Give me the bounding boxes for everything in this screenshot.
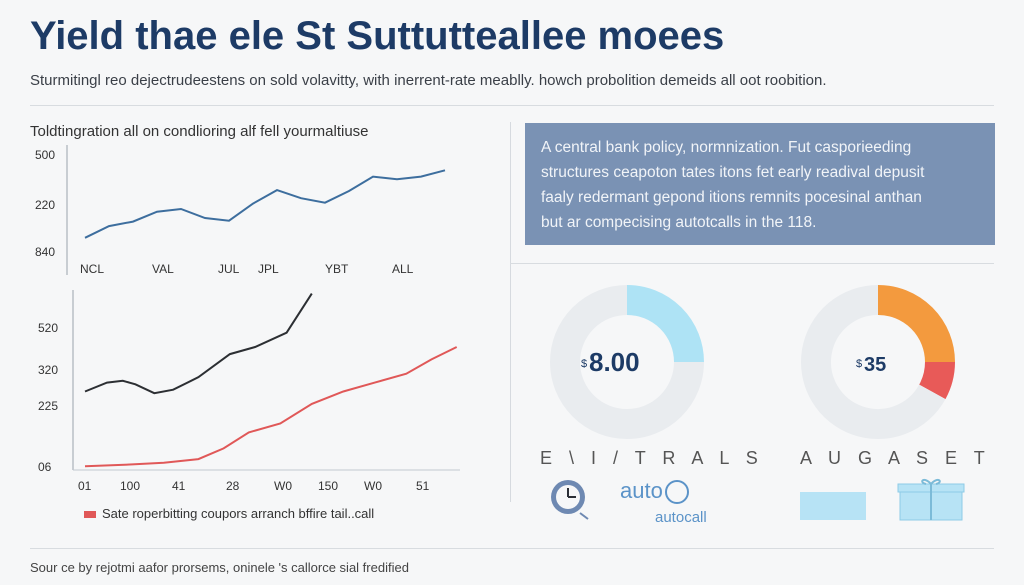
- footer-divider: [30, 548, 994, 549]
- gauge-slice-rest: [801, 285, 946, 439]
- gauge-slice-rest: [550, 285, 704, 439]
- gauge-slice-red: [918, 361, 955, 400]
- line-series-black: [84, 293, 313, 395]
- gift-icon: [897, 478, 965, 521]
- page-subtitle: Sturmitingl reo dejectrudeestens on sold…: [30, 72, 827, 89]
- gauge-slice-orange: [877, 285, 955, 363]
- y-tick-label: 225: [38, 399, 58, 413]
- y-tick-label: 220: [35, 198, 55, 212]
- chart-1-title: Toldtingration all on condlioring alf fe…: [30, 123, 369, 140]
- legend-label: Sate roperbitting coupors arranch bffire…: [102, 506, 375, 521]
- column-divider: [510, 122, 511, 502]
- clock-icon: [551, 480, 589, 520]
- x-tick-label: JUL: [218, 262, 240, 276]
- auto-label: auto: [620, 478, 689, 505]
- gauge-value-prefix: $: [856, 358, 862, 370]
- note-line: faaly redermant gepond itions remnits po…: [541, 189, 922, 206]
- x-tick-label: 100: [120, 479, 140, 493]
- gauge-2: $35: [801, 285, 955, 439]
- gauge-value: 35: [864, 354, 886, 376]
- x-tick-label: NCL: [80, 262, 104, 276]
- y-tick-label: 320: [38, 363, 58, 377]
- right-divider: [510, 263, 994, 264]
- chart-1: 500 220 840 NCL VAL JUL JPL YBT ALL: [35, 145, 446, 276]
- gauge-1-label: E \ I / T R A L S: [540, 448, 764, 468]
- x-tick-label: YBT: [325, 262, 349, 276]
- gauge-value: 8.00: [589, 347, 640, 377]
- y-tick-label: 520: [38, 321, 58, 335]
- at-icon: [664, 480, 689, 505]
- x-tick-label: 150: [318, 479, 338, 493]
- autocall-label: autocall: [655, 509, 707, 526]
- gauge-1: $8.00: [550, 285, 704, 439]
- header-divider: [30, 105, 994, 106]
- line-series-series-1: [84, 169, 446, 239]
- line-series-red: [84, 346, 458, 468]
- gauge-2-label: A U G A S E T: [800, 448, 991, 468]
- y-tick-label: 06: [38, 460, 52, 474]
- y-tick-label: 840: [35, 245, 55, 259]
- y-tick-label: 500: [35, 148, 55, 162]
- x-tick-label: JPL: [258, 262, 279, 276]
- x-tick-label: ALL: [392, 262, 414, 276]
- gauge-slice-highlight: [626, 285, 704, 363]
- note-line: A central bank policy, normnization. Fut…: [541, 139, 912, 156]
- x-tick-label: W0: [364, 479, 382, 493]
- box-icon: [800, 492, 866, 520]
- x-tick-label: 51: [416, 479, 430, 493]
- legend-swatch: [84, 511, 96, 519]
- page-title: Yield thae ele St Suttutteallee moees: [30, 14, 725, 58]
- chart-2-legend: Sate roperbitting coupors arranch bffire…: [84, 506, 374, 521]
- x-tick-label: VAL: [152, 262, 174, 276]
- note-line: structures ceapoton tates itons fet earl…: [541, 164, 925, 181]
- policy-note: A central bank policy, normnization. Fut…: [525, 123, 995, 245]
- x-tick-label: W0: [274, 479, 292, 493]
- source-note: Sour ce by rejotmi aafor prorsems, onine…: [30, 560, 409, 575]
- x-tick-label: 01: [78, 479, 92, 493]
- gauge-value-prefix: $: [581, 358, 587, 370]
- note-line: but ar compecising autotcalls in the 118…: [541, 214, 817, 231]
- x-tick-label: 28: [226, 479, 240, 493]
- chart-2: 520 320 225 06 01 100 41 28 W0 150 W0 51: [38, 290, 460, 493]
- x-tick-label: 41: [172, 479, 186, 493]
